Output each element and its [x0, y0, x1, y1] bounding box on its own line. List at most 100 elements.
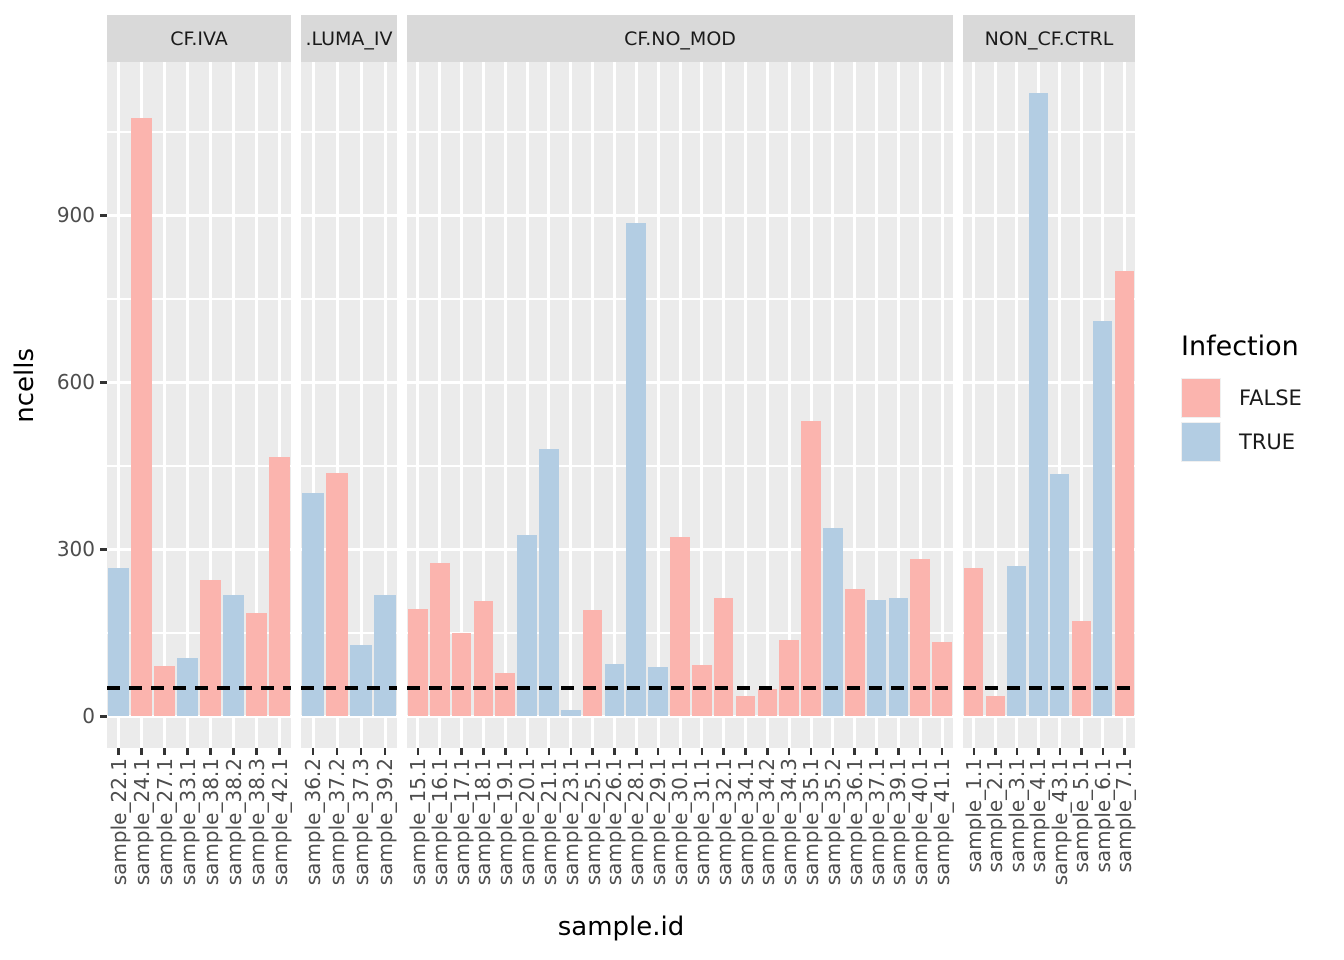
bar-sample_43.1 [1050, 473, 1070, 716]
x-tick-mark [744, 748, 747, 755]
x-tick-label: sample_29.1 [646, 758, 671, 886]
y-tick-mark [100, 548, 107, 551]
major-gridline [107, 547, 291, 551]
x-tick-mark [525, 748, 529, 755]
bar-sample_5.1 [1071, 621, 1091, 716]
x-tick-label: sample_36.2 [301, 758, 325, 886]
bar-sample_2.1 [985, 695, 1005, 716]
bar-sample_38.2 [223, 595, 244, 716]
x-tick-label: sample_40.1 [908, 758, 933, 886]
category-gridline [569, 62, 573, 748]
x-tick-mark [591, 748, 594, 755]
legend: Infection FALSE TRUE [1181, 331, 1302, 466]
bar-sample_4.1 [1028, 92, 1048, 716]
facet-strip-label: .LUMA_IV [305, 27, 393, 50]
minor-gridline [963, 130, 1135, 133]
bar-sample_21.1 [539, 448, 559, 716]
x-tick-mark [335, 748, 339, 755]
category-gridline [809, 62, 813, 748]
bar-sample_35.1 [801, 420, 821, 716]
x-tick-mark [359, 748, 363, 755]
x-tick-label: sample_32.1 [711, 758, 736, 886]
x-tick-label: sample_33.1 [175, 758, 200, 886]
x-tick-label: sample_41.1 [930, 758, 955, 886]
bar-sample_6.1 [1093, 320, 1113, 716]
major-gridline [963, 213, 1135, 217]
bar-sample_28.1 [626, 222, 647, 716]
x-tick-label: sample_5.1 [1069, 758, 1094, 873]
x-tick-mark [635, 748, 638, 755]
x-tick-label: sample_38.3 [244, 758, 269, 886]
x-tick-mark [1015, 748, 1018, 755]
x-tick-mark [678, 748, 682, 755]
x-tick-label: sample_17.1 [449, 758, 474, 886]
category-gridline [787, 62, 791, 748]
x-tick-mark [569, 748, 573, 755]
facet-strip: NON_CF.CTRL [963, 15, 1135, 62]
x-tick-mark [117, 748, 120, 755]
major-gridline [301, 714, 397, 718]
bar-sample_37.1 [866, 600, 887, 716]
x-tick-mark [940, 748, 944, 755]
bar-sample_42.1 [269, 457, 290, 716]
minor-gridline [107, 130, 291, 133]
facet-panel [963, 62, 1135, 748]
x-tick-label: sample_24.1 [129, 758, 154, 886]
x-axis: sample_1.1 sample_2.1 sample_3.1 sample_4.1… [962, 748, 1137, 948]
x-tick-label: sample_27.1 [152, 758, 177, 886]
x-tick-label: sample_28.1 [624, 758, 649, 886]
facet-panel [107, 62, 291, 748]
bar-sample_26.1 [604, 664, 625, 716]
major-gridline [107, 714, 291, 718]
category-gridline [186, 62, 189, 748]
x-tick-label: sample_36.1 [842, 758, 867, 886]
bar-sample_34.2 [757, 689, 778, 716]
x-tick-mark [897, 748, 900, 755]
x-tick-mark [186, 748, 189, 755]
major-gridline [963, 547, 1135, 551]
bar-sample_32.1 [713, 598, 734, 716]
x-tick-label: sample_34.1 [733, 758, 758, 886]
category-gridline [993, 62, 997, 748]
x-tick-label: sample_22.1 [106, 758, 131, 886]
x-tick-label: sample_39.2 [373, 758, 397, 886]
category-gridline [700, 62, 704, 748]
x-tick-label: sample_20.1 [515, 758, 540, 886]
x-tick-label: sample_26.1 [602, 758, 627, 886]
x-tick-mark [1080, 748, 1083, 755]
bar-sample_39.2 [374, 595, 396, 716]
x-tick-label: sample_16.1 [427, 758, 452, 886]
x-tick-label: sample_15.1 [405, 758, 430, 886]
bar-sample_16.1 [429, 562, 450, 716]
x-tick-label: sample_34.2 [755, 758, 780, 886]
major-gridline [301, 213, 397, 217]
x-tick-label: sample_7.1 [1112, 758, 1137, 873]
threshold-dashed-line [963, 686, 1135, 690]
bar-sample_37.2 [326, 472, 348, 716]
legend-title: Infection [1181, 331, 1299, 362]
legend-key-true-swatch [1181, 422, 1221, 462]
major-gridline [963, 714, 1135, 718]
x-tick-mark [1101, 748, 1104, 755]
x-tick-mark [163, 748, 166, 755]
bar-sample_18.1 [473, 600, 494, 716]
bar-sample_37.3 [350, 645, 372, 716]
minor-gridline [107, 297, 291, 300]
category-gridline [831, 62, 835, 748]
category-gridline [591, 62, 595, 748]
category-gridline [940, 62, 944, 748]
category-gridline [163, 62, 166, 748]
category-gridline [918, 62, 922, 748]
bar-sample_23.1 [560, 709, 581, 716]
x-tick-mark [1037, 748, 1040, 755]
x-tick-label: sample_18.1 [471, 758, 496, 886]
facet-strip: CF.NO_MOD [407, 15, 953, 62]
minor-gridline [963, 297, 1135, 300]
x-tick-label: sample_19.1 [493, 758, 518, 886]
bar-sample_29.1 [648, 667, 668, 716]
bar-sample_20.1 [517, 535, 537, 716]
x-tick-mark [140, 748, 143, 755]
x-tick-mark [1058, 748, 1061, 755]
x-tick-label: sample_35.2 [820, 758, 845, 886]
bar-sample_3.1 [1007, 565, 1027, 716]
